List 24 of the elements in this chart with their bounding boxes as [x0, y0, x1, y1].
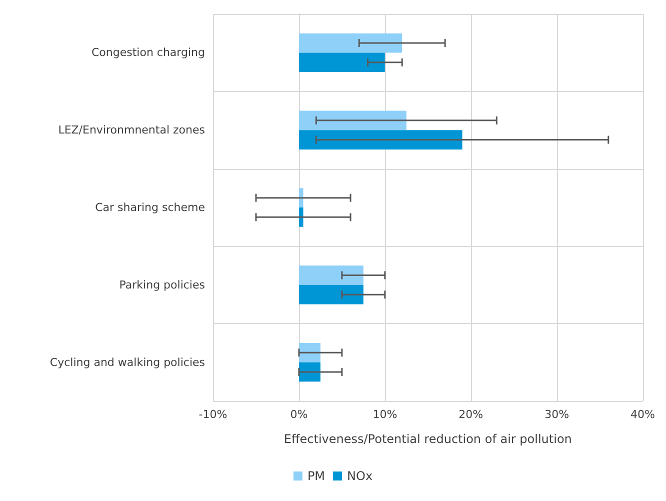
- x-axis-title: Effectiveness/Potential reduction of air pollution: [284, 432, 572, 446]
- bar: [298, 188, 304, 208]
- x-tick-label: 30%: [544, 408, 570, 421]
- x-tick-label: 0%: [290, 408, 308, 421]
- bar: [298, 110, 406, 130]
- y-tick-label: LEZ/Environmnental zones: [58, 124, 206, 137]
- bar: [298, 284, 364, 304]
- x-tick-label: 20%: [458, 408, 484, 421]
- x-tick-label: 10%: [372, 408, 398, 421]
- bar: [298, 362, 320, 382]
- bar: [298, 52, 385, 72]
- legend-label: PM: [307, 469, 326, 483]
- x-tick-label: 40%: [630, 408, 655, 421]
- y-tick-label: Car sharing scheme: [95, 201, 206, 214]
- y-tick-label: Cycling and walking policies: [50, 356, 206, 369]
- legend-label: NOx: [347, 469, 373, 483]
- x-tick-label: -10%: [198, 408, 228, 421]
- y-tick-label: Congestion charging: [91, 46, 205, 60]
- y-tick-label: Parking policies: [119, 278, 206, 292]
- bar: [298, 208, 304, 227]
- bar: [298, 342, 320, 362]
- bar: [298, 130, 462, 150]
- bar: [298, 266, 364, 285]
- bar: [298, 33, 402, 53]
